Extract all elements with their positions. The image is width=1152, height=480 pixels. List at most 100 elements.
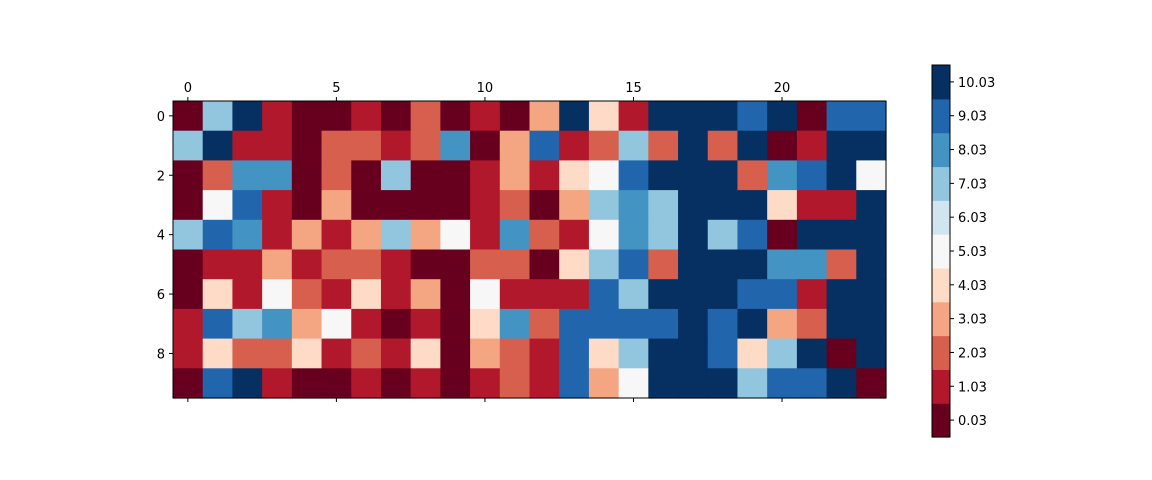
heatmap-cell: [499, 190, 531, 221]
heatmap-cell: [588, 308, 620, 340]
heatmap-cell: [232, 219, 263, 251]
heatmap-cell: [173, 160, 204, 191]
heatmap-cell: [291, 249, 323, 280]
heatmap-cell: [232, 101, 263, 132]
heatmap-cell: [529, 338, 560, 369]
heatmap-cell: [529, 249, 560, 280]
heatmap-cell: [173, 219, 204, 251]
heatmap-cell: [678, 219, 709, 251]
x-tick-label: 20: [774, 81, 791, 96]
heatmap-cell: [351, 130, 382, 161]
heatmap-cell: [499, 160, 531, 191]
heatmap-cell: [648, 338, 679, 369]
heatmap-cell: [262, 308, 293, 340]
colorbar-segment: [932, 369, 950, 404]
heatmap-cell: [707, 368, 739, 399]
heatmap-cell: [826, 190, 857, 221]
heatmap-cell: [856, 249, 887, 280]
heatmap-cell: [618, 279, 649, 310]
heatmap-cell: [380, 368, 412, 399]
heatmap-cell: [321, 338, 352, 369]
heatmap-cell: [351, 368, 382, 399]
heatmap-cell: [796, 130, 828, 161]
heatmap-cell: [440, 338, 471, 369]
heatmap-cell: [648, 130, 679, 161]
heatmap-cell: [202, 130, 234, 161]
heatmap-cell: [529, 101, 560, 132]
y-tick-label: 4: [157, 229, 165, 244]
heatmap-cell: [826, 130, 857, 161]
heatmap-cell: [262, 160, 293, 191]
heatmap-cell: [380, 190, 412, 221]
heatmap-cell: [767, 308, 798, 340]
heatmap-cell: [262, 338, 293, 369]
heatmap-cell: [678, 130, 709, 161]
heatmap-cell: [826, 308, 857, 340]
heatmap-cell: [559, 219, 590, 251]
heatmap-cell: [588, 249, 620, 280]
heatmap-cell: [618, 219, 649, 251]
colorbar-tick-label: 1.03: [958, 380, 987, 395]
colorbar-segment: [932, 234, 950, 269]
heatmap-cell: [588, 190, 620, 221]
heatmap-cell: [470, 249, 501, 280]
heatmap-cell: [262, 190, 293, 221]
heatmap-cell: [767, 160, 798, 191]
heatmap-cell: [380, 101, 412, 132]
heatmap-cell: [559, 101, 590, 132]
heatmap-cell: [796, 190, 828, 221]
heatmap-cell: [380, 160, 412, 191]
heatmap-cell: [767, 219, 798, 251]
heatmap-cell: [767, 190, 798, 221]
heatmap-cell: [767, 338, 798, 369]
colorbar: [931, 64, 951, 438]
heatmap-cell: [262, 101, 293, 132]
colorbar-segment: [932, 301, 950, 337]
heatmap-cell: [440, 249, 471, 280]
heatmap-cell: [440, 279, 471, 310]
heatmap-cell: [618, 160, 649, 191]
heatmap-cell: [202, 190, 234, 221]
x-tick-label: 15: [625, 81, 642, 96]
heatmap-cell: [291, 338, 323, 369]
heatmap-cell: [410, 190, 441, 221]
heatmap-cell: [588, 219, 620, 251]
heatmap-cell: [499, 279, 531, 310]
heatmap-cell: [321, 368, 352, 399]
heatmap-cell: [262, 368, 293, 399]
heatmap-cell: [173, 368, 204, 399]
colorbar-segment: [932, 200, 950, 235]
heatmap-cell: [470, 308, 501, 340]
heatmap-cell: [737, 219, 768, 251]
heatmap-cell: [559, 279, 590, 310]
heatmap-cell: [529, 308, 560, 340]
heatmap-cell: [826, 219, 857, 251]
heatmap-cell: [499, 308, 531, 340]
heatmap-cell: [440, 368, 471, 399]
y-tick-label: 8: [157, 347, 165, 362]
y-tick-label: 6: [157, 288, 165, 303]
heatmap-cell: [232, 249, 263, 280]
heatmap-cell: [588, 279, 620, 310]
heatmap-cell: [618, 190, 649, 221]
heatmap-cell: [410, 279, 441, 310]
heatmap-cell: [262, 249, 293, 280]
heatmap-cell: [737, 368, 768, 399]
heatmap-cell: [648, 219, 679, 251]
heatmap-cell: [291, 101, 323, 132]
heatmap-cell: [648, 368, 679, 399]
heatmap-cell: [321, 279, 352, 310]
heatmap-cell: [559, 190, 590, 221]
colorbar-ticks: 0.03 1.03 2.03 3.03 4.03 5.03 6.03 7.03 8.03 9.03…: [950, 76, 995, 429]
heatmap-cell: [262, 219, 293, 251]
heatmap-cell: [856, 190, 887, 221]
heatmap-cell: [499, 368, 531, 399]
heatmap-cell: [380, 249, 412, 280]
heatmap-cell: [202, 338, 234, 369]
heatmap-cell: [856, 368, 887, 399]
heatmap-cell: [737, 160, 768, 191]
heatmap-cell: [529, 368, 560, 399]
heatmap-cell: [559, 249, 590, 280]
heatmap-cell: [262, 130, 293, 161]
